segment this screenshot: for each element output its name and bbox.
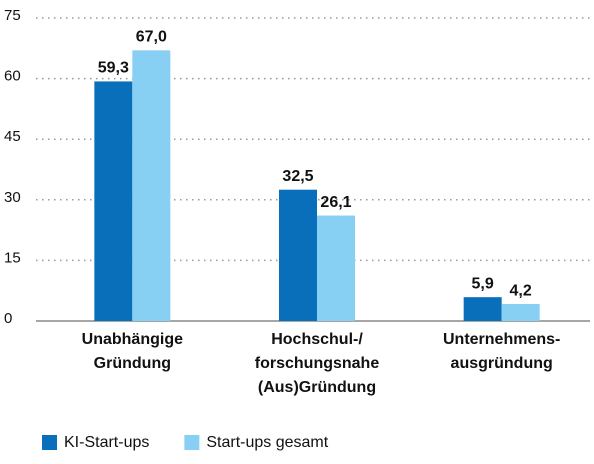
data-label: 4,2: [510, 282, 532, 299]
y-tick-label: 15: [4, 249, 21, 266]
x-tick-label: Hochschul-/: [271, 331, 363, 348]
bar: [279, 189, 317, 321]
x-tick-label: ausgründung: [451, 355, 553, 372]
data-label: 32,5: [282, 168, 313, 185]
legend-label: KI-Start-ups: [64, 434, 149, 451]
bar: [132, 50, 171, 321]
y-tick-label: 60: [4, 68, 21, 85]
y-tick-label: 0: [4, 310, 12, 327]
data-label: 59,3: [98, 60, 129, 77]
y-tick-label: 30: [4, 189, 21, 206]
data-label: 5,9: [472, 275, 494, 292]
legend-label: Start-ups gesamt: [206, 434, 328, 451]
data-label: 67,0: [136, 29, 167, 46]
y-tick-label: 75: [4, 7, 21, 24]
bar: [317, 215, 355, 321]
bar: [463, 297, 502, 321]
x-tick-label: Unternehmens-: [443, 331, 560, 348]
x-tick-label: (Aus)Gründung: [258, 379, 376, 396]
y-tick-label: 45: [4, 128, 21, 145]
bar: [94, 81, 133, 321]
x-tick-label: Unabhängige: [82, 331, 183, 348]
data-label: 26,1: [320, 194, 351, 211]
legend-swatch: [184, 435, 200, 450]
x-tick-label: forschungsnahe: [255, 355, 380, 372]
bar: [501, 304, 540, 321]
legend-swatch: [42, 435, 57, 450]
x-tick-label: Gründung: [94, 355, 171, 372]
